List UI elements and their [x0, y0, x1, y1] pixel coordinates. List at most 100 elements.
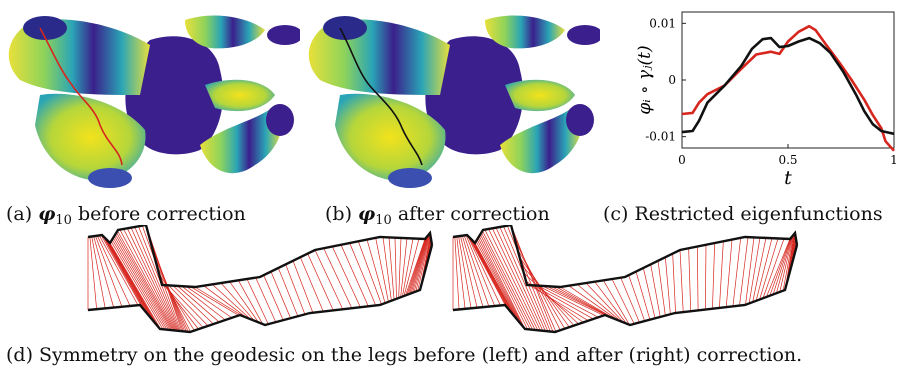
symmetry-correspondence-line: [203, 285, 247, 318]
caption-a-symbol: φ: [38, 203, 56, 225]
symmetry-correspondence-line: [537, 285, 599, 318]
symmetry-correspondence-line: [409, 236, 428, 294]
symmetry-correspondence-line: [461, 235, 484, 308]
symmetry-correspondence-line: [495, 227, 544, 331]
symmetry-correspondence-line: [748, 237, 761, 304]
symmetry-correspondence-line: [238, 280, 263, 325]
symmetry-correspondence-line: [190, 286, 239, 316]
symmetry-correspondence-line: [349, 242, 377, 306]
y-tick-label: 0: [668, 73, 676, 87]
symmetry-correspondence-line: [412, 234, 429, 293]
symmetry-correspondence-line: [212, 284, 251, 320]
body-mesh-before-figure: [8, 15, 303, 188]
symmetry-correspondence-line: [474, 242, 518, 321]
symmetry-correspondence-line: [542, 285, 604, 316]
symmetry-correspondence-line: [512, 232, 557, 332]
symmetry-correspondence-line: [220, 282, 255, 322]
symmetry-correspondence-line: [417, 233, 431, 291]
symmetry-correspondence-line: [719, 241, 724, 308]
symmetry-correspondence-line: [117, 230, 174, 331]
symmetry-correspondence-line: [172, 285, 214, 325]
symmetry-correspondence-line: [194, 286, 244, 317]
symmetry-correspondence-line: [116, 232, 173, 331]
symmetry-correspondence-line: [529, 284, 589, 321]
symmetry-correspondence-line: [679, 249, 684, 313]
caption-d: (d) Symmetry on the geodesic on the legs…: [6, 344, 803, 366]
symmetry-correspondence-line: [510, 224, 554, 332]
symmetry-correspondence-line: [163, 284, 204, 328]
symmetry-correspondence-line: [475, 241, 520, 323]
symmetry-correspondence-line: [181, 285, 226, 321]
symmetry-correspondence-line: [263, 275, 284, 321]
symmetry-correspondence-line: [488, 228, 539, 331]
symmetry-correspondence-line: [555, 286, 613, 319]
geodesic-symmetry-svg: [87, 223, 799, 334]
symmetry-correspondence-line: [712, 243, 716, 309]
symmetry-correspondence-line: [300, 257, 324, 312]
series-line: [681, 24, 895, 152]
symmetry-correspondence-line: [111, 239, 166, 330]
symmetry-correspondence-line: [484, 229, 536, 331]
caption-a-prefix: (a): [6, 203, 33, 225]
symmetry-correspondence-line: [307, 253, 334, 311]
symmetry-correspondence-line: [499, 226, 546, 332]
symmetry-correspondence-line: [375, 237, 389, 302]
caption-b-prefix: (b): [325, 203, 352, 225]
symmetry-correspondence-line: [745, 237, 755, 305]
symmetry-correspondence-line: [388, 237, 395, 300]
caption-b: (b) φ10 after correction: [325, 203, 550, 228]
symmetry-correspondence-line: [340, 244, 369, 307]
symmetry-correspondence-line: [603, 280, 630, 325]
symmetry-correspondence-line: [696, 246, 699, 311]
symmetry-correspondence-line: [134, 226, 179, 331]
symmetry-correspondence-line: [478, 235, 526, 330]
symmetry-correspondence-line: [468, 236, 506, 306]
symmetry-correspondence-line: [732, 237, 742, 307]
symmetry-correspondence-line: [186, 286, 233, 319]
symmetry-correspondence-line: [107, 240, 158, 326]
symmetry-correspondence-line: [568, 285, 619, 321]
symmetry-correspondence-line: [156, 264, 191, 332]
geodesic-upper-curve: [452, 223, 799, 289]
symmetry-correspondence-line: [471, 239, 512, 314]
symmetry-correspondence-line: [127, 228, 177, 331]
geodesic-before: [87, 223, 434, 334]
symmetry-correspondence-line: [759, 238, 779, 300]
symmetry-correspondence-line: [100, 234, 143, 308]
symmetry-correspondence-line: [533, 285, 594, 320]
geodesic-symmetry-figure: [80, 223, 840, 340]
symmetry-correspondence-line: [407, 237, 427, 295]
symmetry-correspondence-line: [525, 280, 584, 323]
symmetry-correspondence-line: [585, 282, 624, 323]
symmetry-correspondence-line: [704, 244, 707, 310]
symmetry-correspondence-line: [769, 238, 791, 296]
symmetry-correspondence-line: [642, 267, 656, 319]
symmetry-correspondence-line: [725, 239, 733, 308]
y-axis-label: φᵢ ∘ γⱼ(t): [635, 45, 655, 114]
caption-a-sub: 10: [55, 213, 72, 228]
symmetry-correspondence-line: [270, 271, 291, 319]
symmetry-correspondence-line: [130, 227, 178, 331]
symmetry-correspondence-line: [476, 239, 522, 325]
symmetry-correspondence-line: [102, 235, 146, 312]
symmetry-correspondence-line: [358, 241, 382, 305]
symmetry-correspondence-line: [98, 235, 139, 306]
caption-c: (c) Restricted eigenfunctions: [603, 203, 883, 225]
geodesic-lower-curve: [87, 244, 434, 334]
symmetry-correspondence-line: [138, 226, 180, 332]
symmetry-correspondence-line: [168, 285, 209, 327]
symmetry-correspondence-line: [413, 234, 430, 293]
symmetry-correspondence-line: [123, 228, 176, 331]
symmetry-correspondence-line: [739, 237, 749, 306]
symmetry-correspondence-line: [255, 277, 277, 323]
symmetry-correspondence-line: [467, 235, 501, 306]
symmetry-correspondence-line: [551, 286, 610, 318]
symmetry-correspondence-line: [672, 253, 676, 313]
symmetry-correspondence-line: [469, 237, 508, 309]
symmetry-correspondence-line: [394, 237, 397, 299]
symmetry-correspondence-line: [160, 280, 199, 330]
y-tick-label: 0.01: [649, 16, 676, 30]
symmetry-correspondence-line: [112, 237, 168, 330]
symmetry-correspondence-line: [480, 234, 528, 330]
